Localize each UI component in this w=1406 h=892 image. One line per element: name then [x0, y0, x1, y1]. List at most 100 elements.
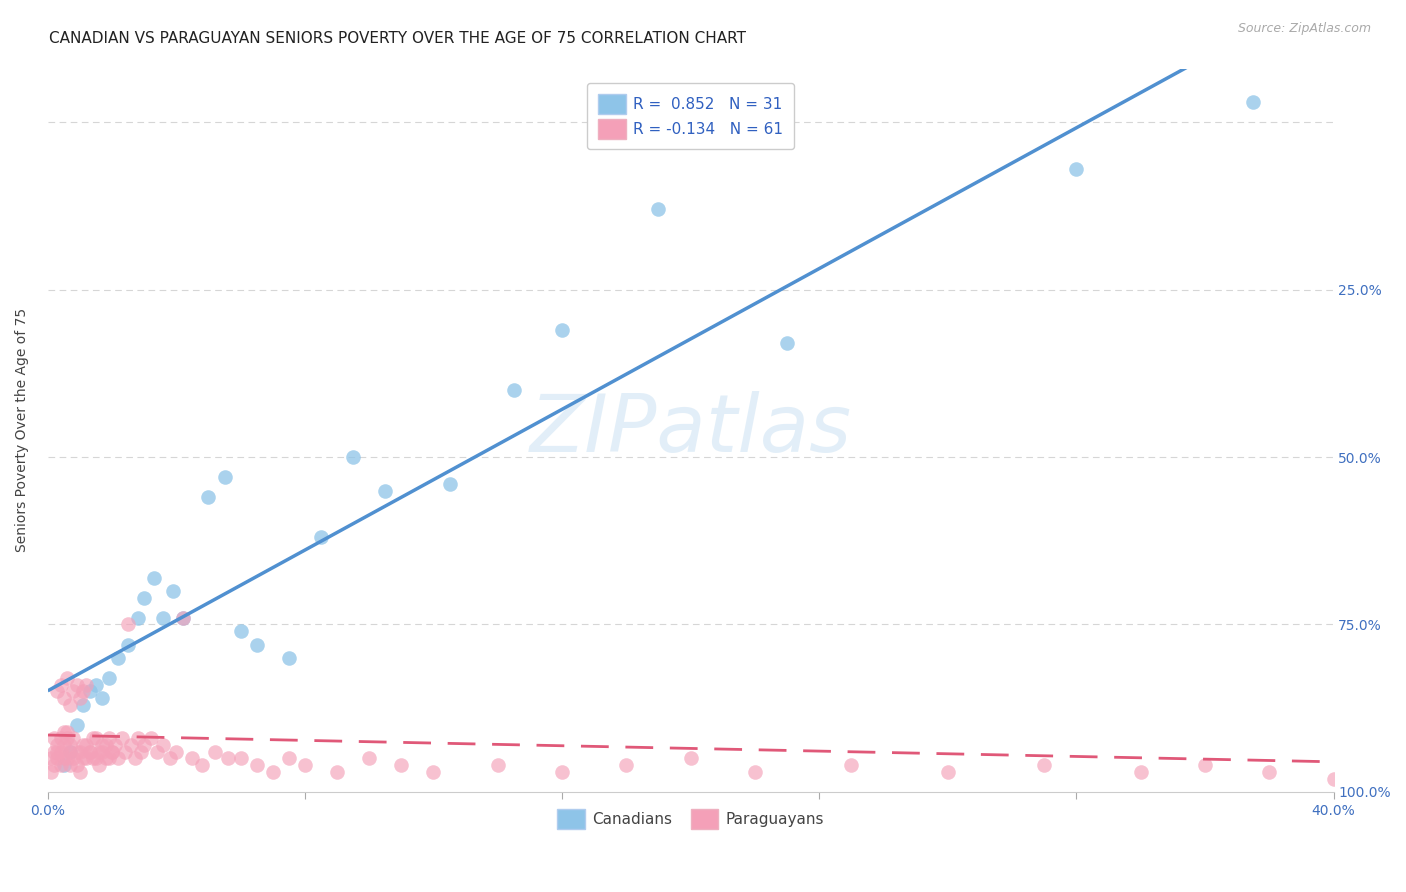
Point	[84, 678, 107, 692]
Point	[46, 751, 69, 765]
Point	[129, 745, 152, 759]
Point	[39, 764, 62, 779]
Point	[94, 738, 117, 752]
Text: ZIPatlas: ZIPatlas	[530, 392, 852, 469]
Text: CANADIAN VS PARAGUAYAN SENIORS POVERTY OVER THE AGE OF 75 CORRELATION CHART: CANADIAN VS PARAGUAYAN SENIORS POVERTY O…	[49, 31, 747, 46]
Point	[72, 751, 94, 765]
Point	[1322, 772, 1344, 786]
Point	[841, 758, 863, 772]
Point	[66, 718, 89, 732]
Point	[66, 758, 89, 772]
Point	[502, 383, 524, 397]
Point	[59, 758, 82, 772]
Point	[89, 758, 111, 772]
Point	[172, 611, 194, 625]
Point	[277, 751, 299, 765]
Point	[104, 738, 127, 752]
Point	[309, 530, 332, 544]
Point	[79, 745, 101, 759]
Point	[91, 691, 114, 706]
Point	[101, 745, 124, 759]
Point	[277, 651, 299, 665]
Point	[72, 738, 94, 752]
Point	[56, 731, 79, 746]
Point	[204, 745, 226, 759]
Point	[49, 745, 72, 759]
Point	[52, 691, 75, 706]
Point	[342, 450, 364, 464]
Point	[127, 611, 149, 625]
Point	[647, 202, 669, 217]
Point	[56, 751, 79, 765]
Point	[326, 764, 349, 779]
Point	[69, 691, 91, 706]
Point	[59, 738, 82, 752]
Point	[46, 684, 69, 698]
Point	[1066, 161, 1088, 176]
Point	[46, 738, 69, 752]
Point	[1129, 764, 1152, 779]
Point	[152, 611, 174, 625]
Point	[66, 678, 89, 692]
Point	[82, 731, 104, 746]
Point	[62, 751, 84, 765]
Point	[165, 745, 187, 759]
Point	[117, 617, 139, 632]
Point	[197, 490, 219, 504]
Point	[107, 751, 129, 765]
Point	[59, 745, 82, 759]
Point	[52, 724, 75, 739]
Point	[246, 758, 269, 772]
Y-axis label: Seniors Poverty Over the Age of 75: Seniors Poverty Over the Age of 75	[15, 308, 30, 552]
Point	[114, 745, 136, 759]
Point	[62, 731, 84, 746]
Point	[152, 738, 174, 752]
Point	[146, 745, 169, 759]
Point	[72, 684, 94, 698]
Legend: Canadians, Paraguayans: Canadians, Paraguayans	[551, 803, 831, 835]
Point	[91, 745, 114, 759]
Point	[217, 751, 239, 765]
Point	[52, 758, 75, 772]
Point	[69, 745, 91, 759]
Point	[59, 745, 82, 759]
Point	[1033, 758, 1056, 772]
Point	[49, 758, 72, 772]
Point	[246, 638, 269, 652]
Point	[82, 751, 104, 765]
Point	[75, 738, 97, 752]
Point	[101, 745, 124, 759]
Point	[162, 584, 184, 599]
Point	[46, 745, 69, 759]
Point	[111, 731, 134, 746]
Point	[229, 624, 252, 639]
Point	[97, 671, 120, 685]
Point	[551, 323, 574, 337]
Point	[214, 470, 236, 484]
Point	[776, 336, 799, 351]
Point	[1194, 758, 1216, 772]
Point	[49, 678, 72, 692]
Point	[124, 751, 146, 765]
Point	[551, 764, 574, 779]
Point	[59, 698, 82, 712]
Point	[72, 698, 94, 712]
Point	[262, 764, 284, 779]
Point	[422, 764, 444, 779]
Point	[56, 724, 79, 739]
Point	[134, 591, 156, 605]
Point	[139, 731, 162, 746]
Point	[75, 678, 97, 692]
Point	[97, 731, 120, 746]
Point	[39, 751, 62, 765]
Point	[89, 745, 111, 759]
Point	[94, 751, 117, 765]
Point	[120, 738, 142, 752]
Point	[294, 758, 316, 772]
Point	[744, 764, 766, 779]
Point	[69, 764, 91, 779]
Point	[107, 651, 129, 665]
Point	[97, 751, 120, 765]
Point	[79, 745, 101, 759]
Point	[1258, 764, 1281, 779]
